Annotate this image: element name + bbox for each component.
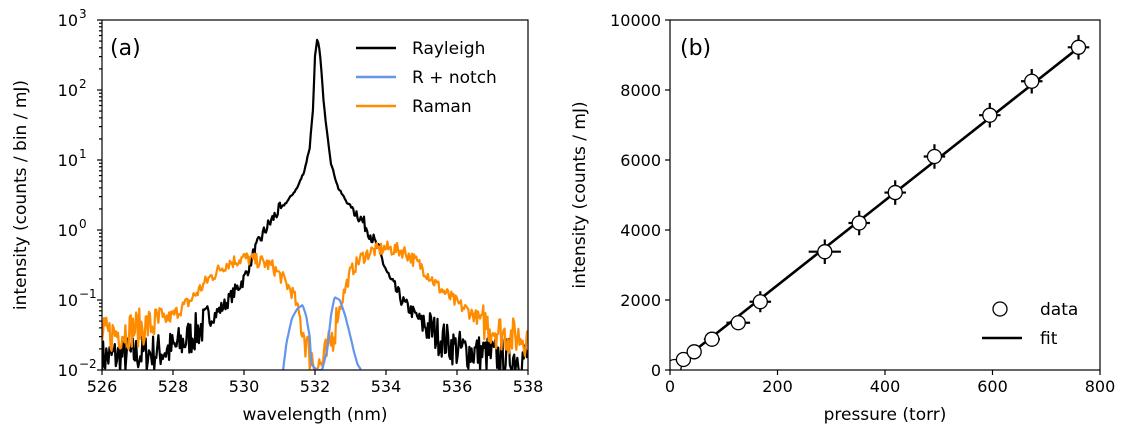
data-point <box>686 344 702 360</box>
panel-b: 0 200 400 600 800 0 2000 4000 6000 8000 10000 (b)… <box>570 11 1115 425</box>
data-point <box>817 244 833 260</box>
y-tick-exponent: −2 <box>79 357 97 371</box>
legend-label: R + notch <box>412 68 497 88</box>
x-tick-label: 534 <box>371 377 402 396</box>
panel-a-letter: (a) <box>110 36 141 61</box>
x-tick-label: 532 <box>300 377 331 396</box>
y-tick-label: 10 <box>58 361 78 380</box>
data-point <box>926 148 943 165</box>
data-point <box>887 184 903 201</box>
panel-b-xlabel: pressure (torr) <box>824 405 947 425</box>
x-tick-label: 800 <box>1085 377 1116 396</box>
x-tick-label: 528 <box>158 377 189 396</box>
y-tick-exponent: −1 <box>79 287 97 301</box>
y-tick-label: 10 <box>58 151 78 170</box>
y-tick-label: 10 <box>58 11 78 30</box>
legend-label: Raman <box>412 97 472 117</box>
panel-a: 526 528 530 532 534 536 538 10 −210 −110 010 110 21… <box>11 7 543 425</box>
x-tick-label: 530 <box>229 377 260 396</box>
data-point <box>851 215 867 231</box>
series-r-notch-line <box>282 296 362 370</box>
panel-b-letter: (b) <box>680 36 711 61</box>
y-tick-label: 0 <box>651 361 661 380</box>
y-tick-exponent: 1 <box>79 147 87 161</box>
x-tick-label: 0 <box>665 377 675 396</box>
panel-a-series <box>102 38 528 370</box>
legend-label: fit <box>1040 329 1058 349</box>
data-point <box>730 315 746 331</box>
panel-a-xlabel: wavelength (nm) <box>242 405 387 425</box>
x-tick-label: 400 <box>870 377 901 396</box>
panel-b-series <box>670 35 1090 370</box>
panel-b-x-ticks: 0 200 400 600 800 <box>665 370 1115 396</box>
data-point <box>982 107 998 123</box>
legend-label: data <box>1040 300 1078 320</box>
y-tick-label: 10 <box>58 81 78 100</box>
y-tick-label: 6000 <box>620 151 661 170</box>
x-tick-label: 526 <box>87 377 118 396</box>
y-tick-label: 8000 <box>620 81 661 100</box>
panel-a-legend: Rayleigh R + notch Raman <box>356 39 497 117</box>
panel-b-ylabel: intensity (counts / mJ) <box>570 101 590 288</box>
y-tick-exponent: 2 <box>79 77 87 91</box>
x-tick-label: 600 <box>977 377 1008 396</box>
y-tick-label: 10000 <box>610 11 661 30</box>
y-tick-label: 10 <box>58 221 78 240</box>
legend-label: Rayleigh <box>412 39 485 59</box>
data-point <box>752 294 768 310</box>
x-tick-label: 536 <box>442 377 473 396</box>
x-tick-label: 200 <box>762 377 793 396</box>
series-raman-line <box>102 240 528 370</box>
y-tick-label: 2000 <box>620 291 661 310</box>
panel-b-legend: data fit <box>982 300 1078 349</box>
data-point <box>1070 39 1087 55</box>
panel-a-x-ticks: 526 528 530 532 534 536 538 <box>87 370 544 396</box>
panel-a-ylabel: intensity (counts / bin / mJ) <box>11 80 31 310</box>
y-tick-exponent: 0 <box>79 217 87 231</box>
series-rayleigh-line <box>102 38 528 370</box>
y-tick-label: 10 <box>58 291 78 310</box>
data-point <box>1024 73 1040 89</box>
legend-marker-data <box>992 301 1008 317</box>
y-tick-label: 4000 <box>620 221 661 240</box>
data-point <box>675 351 692 368</box>
panel-b-y-ticks: 0 2000 4000 6000 8000 10000 <box>610 11 670 380</box>
y-tick-exponent: 3 <box>79 7 87 21</box>
x-tick-label: 538 <box>513 377 544 396</box>
data-point <box>704 331 720 347</box>
